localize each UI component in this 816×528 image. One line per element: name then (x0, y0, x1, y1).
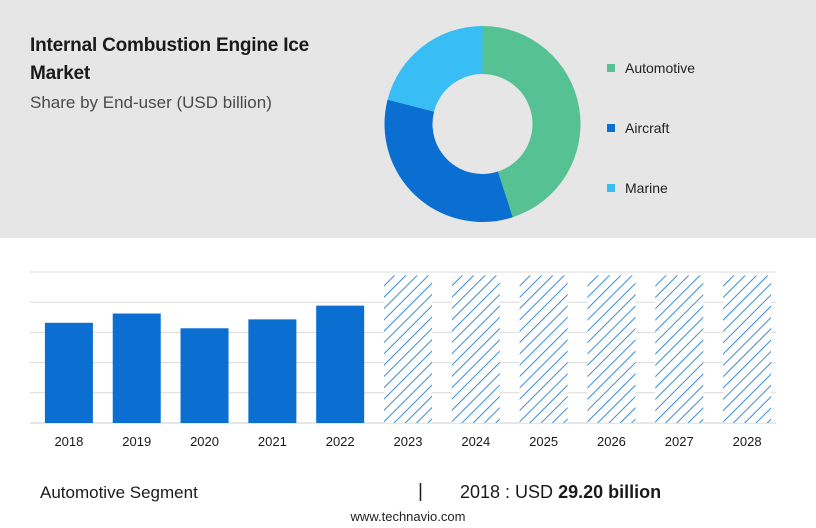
x-tick-label-2020: 2020 (190, 434, 219, 449)
donut-slice-automotive (482, 26, 581, 218)
legend-swatch-marine (607, 184, 615, 192)
donut-slice-aircraft (384, 99, 513, 222)
x-tick-label-2024: 2024 (461, 434, 490, 449)
donut-legend: Automotive Aircraft Marine (607, 58, 695, 238)
legend-label-automotive: Automotive (625, 60, 696, 76)
x-tick-label-2019: 2019 (122, 434, 151, 449)
footer-amount: 29.20 billion (558, 482, 662, 502)
donut-slice-marine (387, 26, 483, 112)
x-tick-label-2027: 2027 (665, 434, 694, 449)
bar-2027 (655, 275, 704, 423)
x-tick-label-2018: 2018 (54, 434, 83, 449)
bar-2025 (519, 275, 568, 423)
bar-2020 (180, 328, 229, 423)
legend-label-aircraft: Aircraft (625, 120, 670, 136)
x-tick-label-2028: 2028 (733, 434, 762, 449)
legend-label-marine: Marine (625, 180, 668, 196)
legend-item-marine: Marine (607, 178, 695, 198)
bar-2019 (112, 313, 161, 423)
x-tick-label-2022: 2022 (326, 434, 355, 449)
legend-swatch-aircraft (607, 124, 615, 132)
legend-item-automotive: Automotive (607, 58, 695, 78)
bar-2023 (384, 275, 432, 423)
footer-segment-label: Automotive Segment (40, 483, 198, 502)
bar-2021 (248, 319, 297, 423)
chart-title: Internal Combustion Engine Ice Market (30, 35, 310, 84)
bar-2026 (587, 275, 636, 423)
x-tick-label-2025: 2025 (529, 434, 558, 449)
x-tick-label-2026: 2026 (597, 434, 626, 449)
x-tick-label-2021: 2021 (258, 434, 287, 449)
legend-item-aircraft: Aircraft (607, 118, 695, 138)
legend-swatch-automotive (607, 64, 615, 72)
bar-2024 (451, 275, 500, 423)
footer-year-prefix: 2018 : USD (460, 482, 554, 502)
footer-separator: | (418, 481, 423, 502)
footer-url: www.technavio.com (350, 509, 466, 524)
bar-2028 (723, 275, 772, 423)
footer-value: 2018 : USD 29.20 billion (460, 482, 661, 503)
x-tick-label-2023: 2023 (394, 434, 423, 449)
bar-2018 (44, 322, 93, 423)
donut-chart (384, 26, 581, 222)
bar-2022 (316, 305, 365, 423)
chart-subtitle: Share by End-user (USD billion) (30, 93, 272, 112)
bar-chart: 2018 2019 2020 2021 2022 2023 2024 2025 2026 2027… (30, 271, 776, 449)
